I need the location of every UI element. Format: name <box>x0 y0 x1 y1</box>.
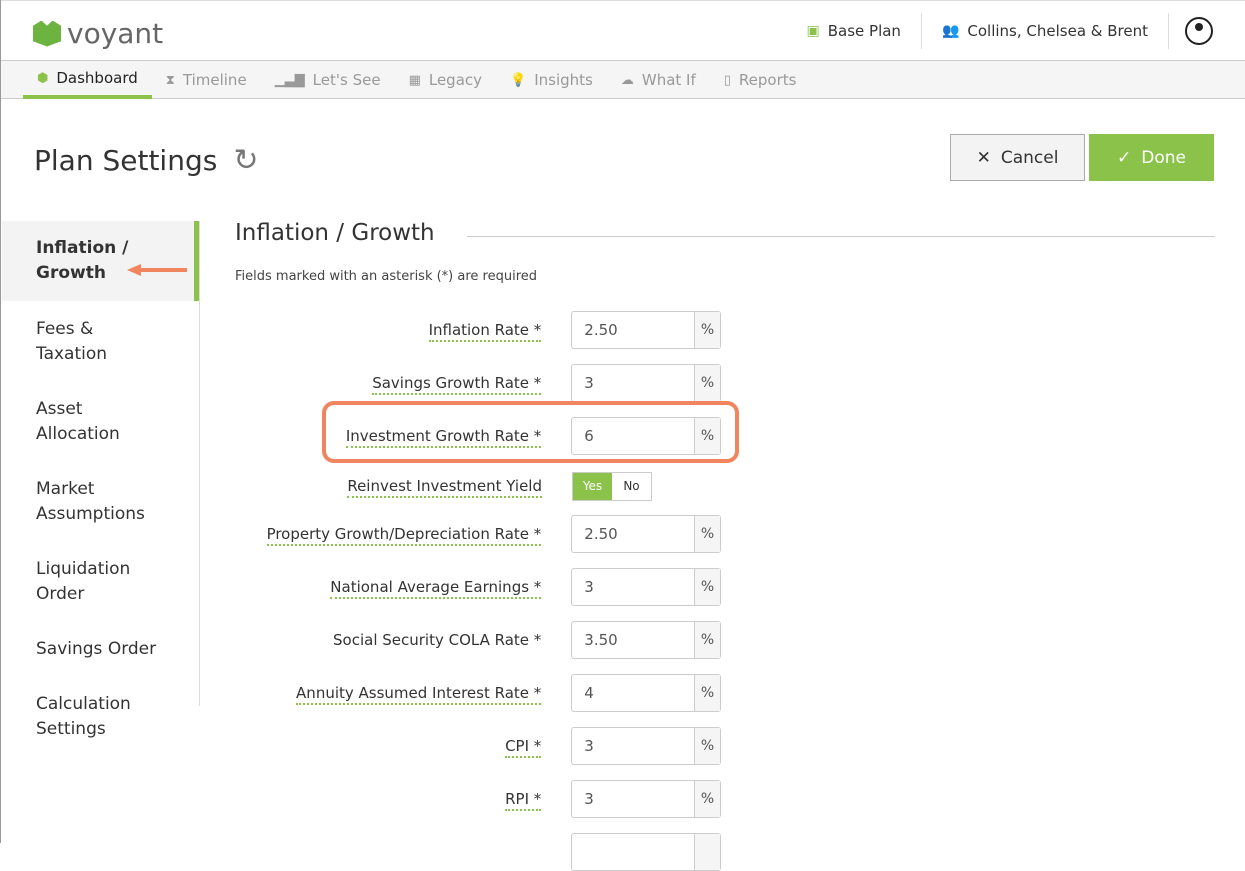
main-nav: ⬢ Dashboard ⧗ Timeline ▁▃▇ Let's See ▦ Legac… <box>1 60 1245 99</box>
field-national-earnings: National Average Earnings * 3% <box>201 568 721 606</box>
tab-timeline[interactable]: ⧗ Timeline <box>165 71 247 89</box>
lightbulb-icon: 💡 <box>510 72 527 88</box>
field-property-growth: Property Growth/Depreciation Rate * 2.50% <box>201 515 721 553</box>
savings-growth-input[interactable]: 3% <box>571 364 721 402</box>
client-selector[interactable]: 👥 Collins, Chelsea & Brent <box>922 13 1169 49</box>
brain-icon: ☁ <box>620 72 634 88</box>
national-earnings-input[interactable]: 3% <box>571 568 721 606</box>
tab-legacy[interactable]: ▦ Legacy <box>408 71 483 89</box>
field-cpi: CPI * 3% <box>201 727 721 765</box>
toggle-no[interactable]: No <box>623 479 640 493</box>
field-next-partial <box>201 833 721 871</box>
investment-growth-input[interactable]: 6% <box>571 417 721 455</box>
inflation-rate-input[interactable]: 2.50% <box>571 311 721 349</box>
sidebar-item-savings-order[interactable]: Savings Order <box>36 639 157 659</box>
plan-icon: ▣ <box>806 23 820 39</box>
sidebar-item-fees[interactable]: Fees & Taxation <box>36 319 108 364</box>
sidebar-item-inflation-growth[interactable]: Inflation / Growth <box>2 221 199 301</box>
cancel-button[interactable]: ✕ Cancel <box>950 134 1085 181</box>
field-rpi: RPI * 3% <box>201 780 721 818</box>
property-growth-input[interactable]: 2.50% <box>571 515 721 553</box>
sidebar-item-liquidation-order[interactable]: Liquidation Order <box>36 559 131 604</box>
top-bar: voyant ▣ Base Plan 👥 Collins, Chelsea & Br… <box>1 0 1245 60</box>
toggle-yes[interactable]: Yes <box>573 472 612 500</box>
annuity-interest-input[interactable]: 4% <box>571 674 721 712</box>
tab-lets-see[interactable]: ▁▃▇ Let's See <box>274 71 381 89</box>
required-note: Fields marked with an asterisk (*) are r… <box>235 269 538 284</box>
next-input[interactable] <box>571 833 721 871</box>
page-title: Plan Settings ↻ <box>34 143 259 178</box>
highlight-box <box>322 401 739 463</box>
tab-what-if[interactable]: ☁ What If <box>620 71 696 89</box>
refresh-icon[interactable]: ↻ <box>233 143 259 178</box>
field-inflation-rate: Inflation Rate * 2.50% <box>201 311 721 349</box>
sidebar-item-calculation-settings[interactable]: Calculation Settings <box>36 694 131 739</box>
divider <box>467 236 1215 237</box>
sidebar-item-market-assumptions[interactable]: Market Assumptions <box>36 479 145 524</box>
check-icon: ✓ <box>1117 147 1132 168</box>
pdf-icon: ▯ <box>723 72 731 88</box>
field-annuity-interest: Annuity Assumed Interest Rate * 4% <box>201 674 721 712</box>
hourglass-icon: ⧗ <box>165 72 175 88</box>
field-investment-growth: Investment Growth Rate * 6% <box>201 417 721 455</box>
field-ss-cola: Social Security COLA Rate * 3.50% <box>201 621 721 659</box>
rpi-input[interactable]: 3% <box>571 780 721 818</box>
field-reinvest-yield: Reinvest Investment Yield Yes No <box>201 467 721 505</box>
user-avatar-icon[interactable] <box>1185 17 1213 45</box>
base-plan-selector[interactable]: ▣ Base Plan <box>787 13 922 49</box>
cube-icon: ⬢ <box>37 70 49 86</box>
users-icon: 👥 <box>941 23 960 39</box>
tab-dashboard[interactable]: ⬢ Dashboard <box>23 61 152 99</box>
tab-insights[interactable]: 💡 Insights <box>510 71 593 89</box>
logo-mark-icon <box>33 20 61 47</box>
voyant-logo[interactable]: voyant <box>33 17 163 50</box>
ss-cola-input[interactable]: 3.50% <box>571 621 721 659</box>
gift-icon: ▦ <box>408 72 421 88</box>
cpi-input[interactable]: 3% <box>571 727 721 765</box>
settings-sidebar: Inflation / Growth Fees & Taxation Asset… <box>2 221 200 739</box>
bar-chart-icon: ▁▃▇ <box>274 72 305 88</box>
done-button[interactable]: ✓ Done <box>1089 134 1214 181</box>
sidebar-item-asset-allocation[interactable]: Asset Allocation <box>36 399 120 444</box>
tab-reports[interactable]: ▯ Reports <box>723 71 797 89</box>
annotation-arrow-icon <box>127 264 187 276</box>
reinvest-toggle[interactable]: Yes No <box>572 471 652 501</box>
section-title: Inflation / Growth <box>235 220 435 246</box>
field-savings-growth: Savings Growth Rate * 3% <box>201 364 721 402</box>
close-icon: ✕ <box>976 147 991 168</box>
